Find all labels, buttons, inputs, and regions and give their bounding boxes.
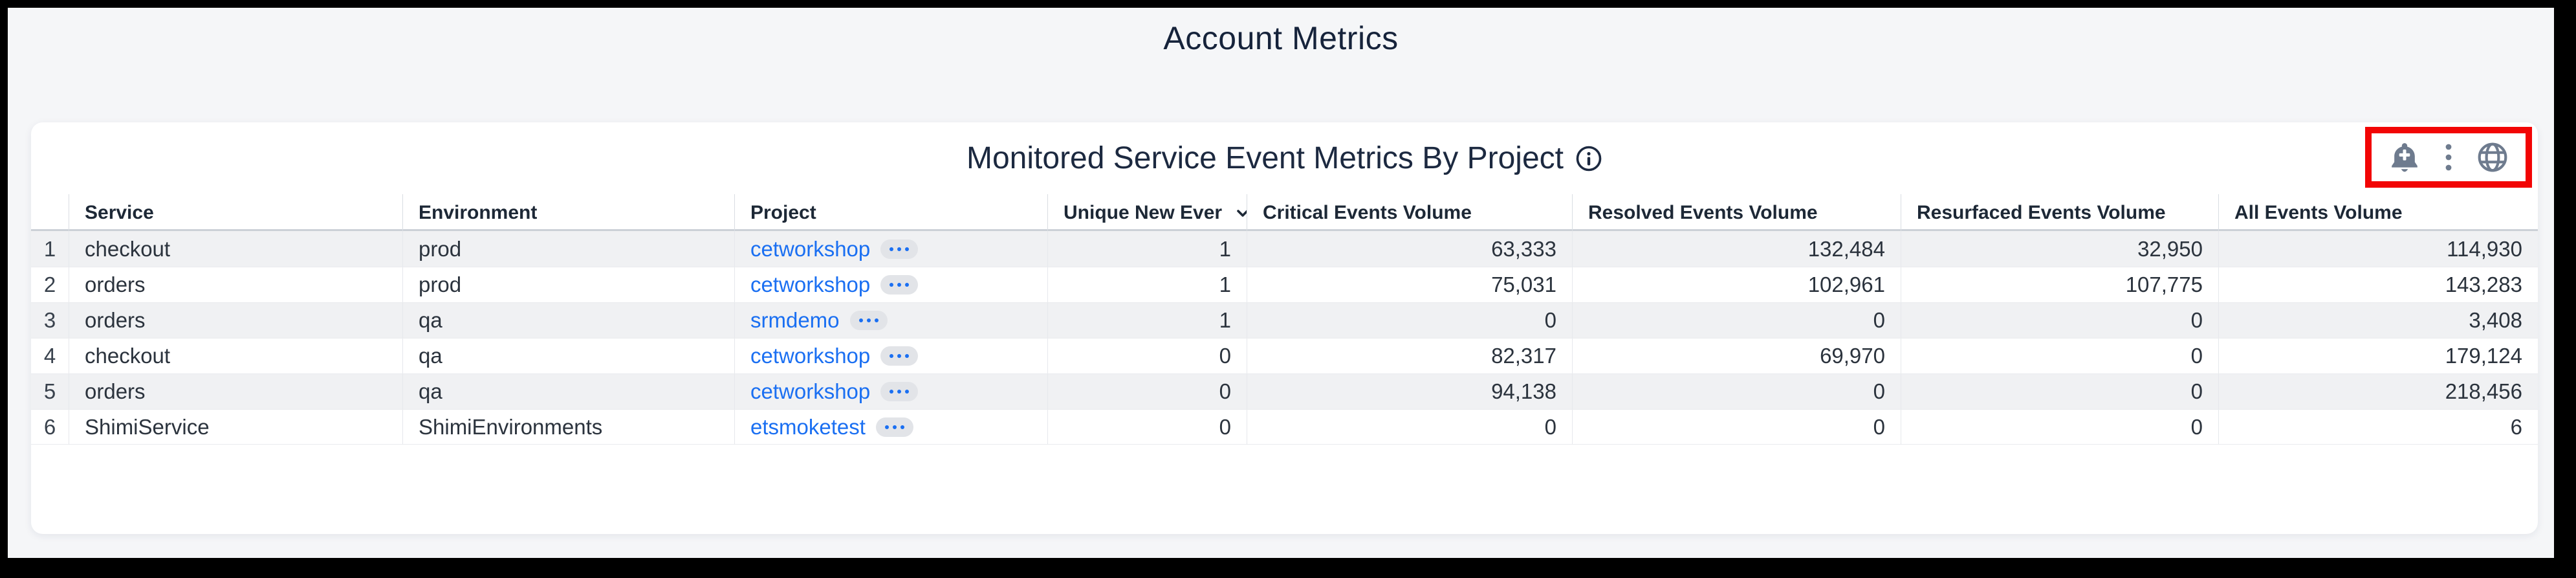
row-number: 1: [43, 236, 56, 261]
ellipsis-badge-icon[interactable]: [880, 382, 919, 401]
header-row-number: [31, 194, 69, 231]
project-link[interactable]: srmdemo: [750, 308, 840, 332]
info-circle-icon[interactable]: [1575, 145, 1602, 172]
header-unique-new-ever[interactable]: Unique New Ever: [1047, 194, 1247, 231]
header-environment[interactable]: Environment: [402, 194, 734, 231]
header-project[interactable]: Project: [734, 194, 1047, 231]
cell-environment: qa: [402, 339, 734, 373]
cell-project: cetworkshop: [734, 231, 1047, 267]
cell-resurfaced: 32,950: [1901, 231, 2218, 267]
cell-all: 218,456: [2218, 374, 2538, 409]
page-title: Account Metrics: [1163, 20, 1399, 56]
cell-unique: 1: [1047, 231, 1247, 267]
project-link[interactable]: cetworkshop: [750, 236, 871, 261]
project-link[interactable]: cetworkshop: [750, 272, 871, 296]
table-row: 4 checkout qa cetworkshop 0 82,317 69,97…: [31, 338, 2538, 373]
cell-project: etsmoketest: [734, 410, 1047, 444]
project-link[interactable]: etsmoketest: [750, 414, 866, 439]
row-number: 3: [43, 308, 56, 332]
cell-resolved: 0: [1572, 410, 1901, 444]
cell-resolved: 0: [1572, 374, 1901, 409]
cell-unique: 1: [1047, 303, 1247, 338]
cell-service: orders: [69, 267, 402, 302]
cell-environment: qa: [402, 303, 734, 338]
cell-all: 3,408: [2218, 303, 2538, 338]
cell-resurfaced: 0: [1901, 303, 2218, 338]
table-row: 2 orders prod cetworkshop 1 75,031 102,9…: [31, 267, 2538, 302]
bell-plus-icon[interactable]: [2388, 141, 2421, 173]
cell-resurfaced: 0: [1901, 339, 2218, 373]
ellipsis-badge-icon[interactable]: [880, 239, 919, 259]
table-row: 3 orders qa srmdemo 1 0 0 0 3,408: [31, 302, 2538, 338]
header-critical-events[interactable]: Critical Events Volume: [1247, 194, 1572, 231]
cell-unique: 0: [1047, 339, 1247, 373]
annotation-highlight-box: [2365, 127, 2532, 188]
kebab-menu-icon[interactable]: [2444, 141, 2453, 173]
cell-environment: prod: [402, 267, 734, 302]
cell-service: ShimiService: [69, 410, 402, 444]
cell-resolved: 132,484: [1572, 231, 1901, 267]
cell-all: 114,930: [2218, 231, 2538, 267]
cell-resurfaced: 0: [1901, 410, 2218, 444]
cell-service: orders: [69, 374, 402, 409]
table-row: 5 orders qa cetworkshop 0 94,138 0 0 218…: [31, 373, 2538, 409]
cell-all: 143,283: [2218, 267, 2538, 302]
cell-service: checkout: [69, 231, 402, 267]
dashboard-canvas: Account Metrics Monitored Service Event …: [8, 8, 2554, 558]
cell-environment: qa: [402, 374, 734, 409]
cell-project: srmdemo: [734, 303, 1047, 338]
header-resurfaced-events[interactable]: Resurfaced Events Volume: [1901, 194, 2218, 231]
globe-icon[interactable]: [2476, 141, 2509, 173]
cell-all: 6: [2218, 410, 2538, 444]
cell-resolved: 0: [1572, 303, 1901, 338]
cell-unique: 1: [1047, 267, 1247, 302]
cell-resolved: 69,970: [1572, 339, 1901, 373]
cell-resurfaced: 0: [1901, 374, 2218, 409]
cell-all: 179,124: [2218, 339, 2538, 373]
row-number: 5: [43, 379, 56, 403]
table-row: 6 ShimiService ShimiEnvironments etsmoke…: [31, 409, 2538, 445]
header-service[interactable]: Service: [69, 194, 402, 231]
cell-critical: 82,317: [1247, 339, 1572, 373]
metrics-table: Service Environment Project Unique New E…: [31, 194, 2538, 445]
cell-service: checkout: [69, 339, 402, 373]
header-resolved-events[interactable]: Resolved Events Volume: [1572, 194, 1901, 231]
table-row: 1 checkout prod cetworkshop 1 63,333 132…: [31, 231, 2538, 267]
cell-resurfaced: 107,775: [1901, 267, 2218, 302]
cell-project: cetworkshop: [734, 374, 1047, 409]
ellipsis-badge-icon[interactable]: [849, 311, 888, 330]
panel-header: Monitored Service Event Metrics By Proje…: [31, 122, 2538, 194]
cell-environment: ShimiEnvironments: [402, 410, 734, 444]
chevron-down-icon: [1234, 204, 1247, 222]
table-header-row: Service Environment Project Unique New E…: [31, 194, 2538, 231]
cell-project: cetworkshop: [734, 339, 1047, 373]
cell-critical: 94,138: [1247, 374, 1572, 409]
cell-environment: prod: [402, 231, 734, 267]
table-panel: Monitored Service Event Metrics By Proje…: [31, 122, 2538, 534]
header-all-events[interactable]: All Events Volume: [2218, 194, 2538, 231]
cell-unique: 0: [1047, 374, 1247, 409]
project-link[interactable]: cetworkshop: [750, 379, 871, 403]
ellipsis-badge-icon[interactable]: [875, 417, 913, 437]
row-number: 4: [43, 344, 56, 368]
ellipsis-badge-icon[interactable]: [880, 275, 919, 295]
ellipsis-badge-icon[interactable]: [880, 346, 919, 366]
row-number: 2: [43, 272, 56, 296]
panel-toolbar: [2372, 133, 2526, 181]
cell-critical: 63,333: [1247, 231, 1572, 267]
cell-resolved: 102,961: [1572, 267, 1901, 302]
cell-unique: 0: [1047, 410, 1247, 444]
cell-project: cetworkshop: [734, 267, 1047, 302]
cell-critical: 75,031: [1247, 267, 1572, 302]
row-number: 6: [43, 414, 56, 439]
cell-critical: 0: [1247, 410, 1572, 444]
project-link[interactable]: cetworkshop: [750, 344, 871, 368]
panel-title: Monitored Service Event Metrics By Proje…: [966, 141, 1564, 175]
cell-critical: 0: [1247, 303, 1572, 338]
cell-service: orders: [69, 303, 402, 338]
